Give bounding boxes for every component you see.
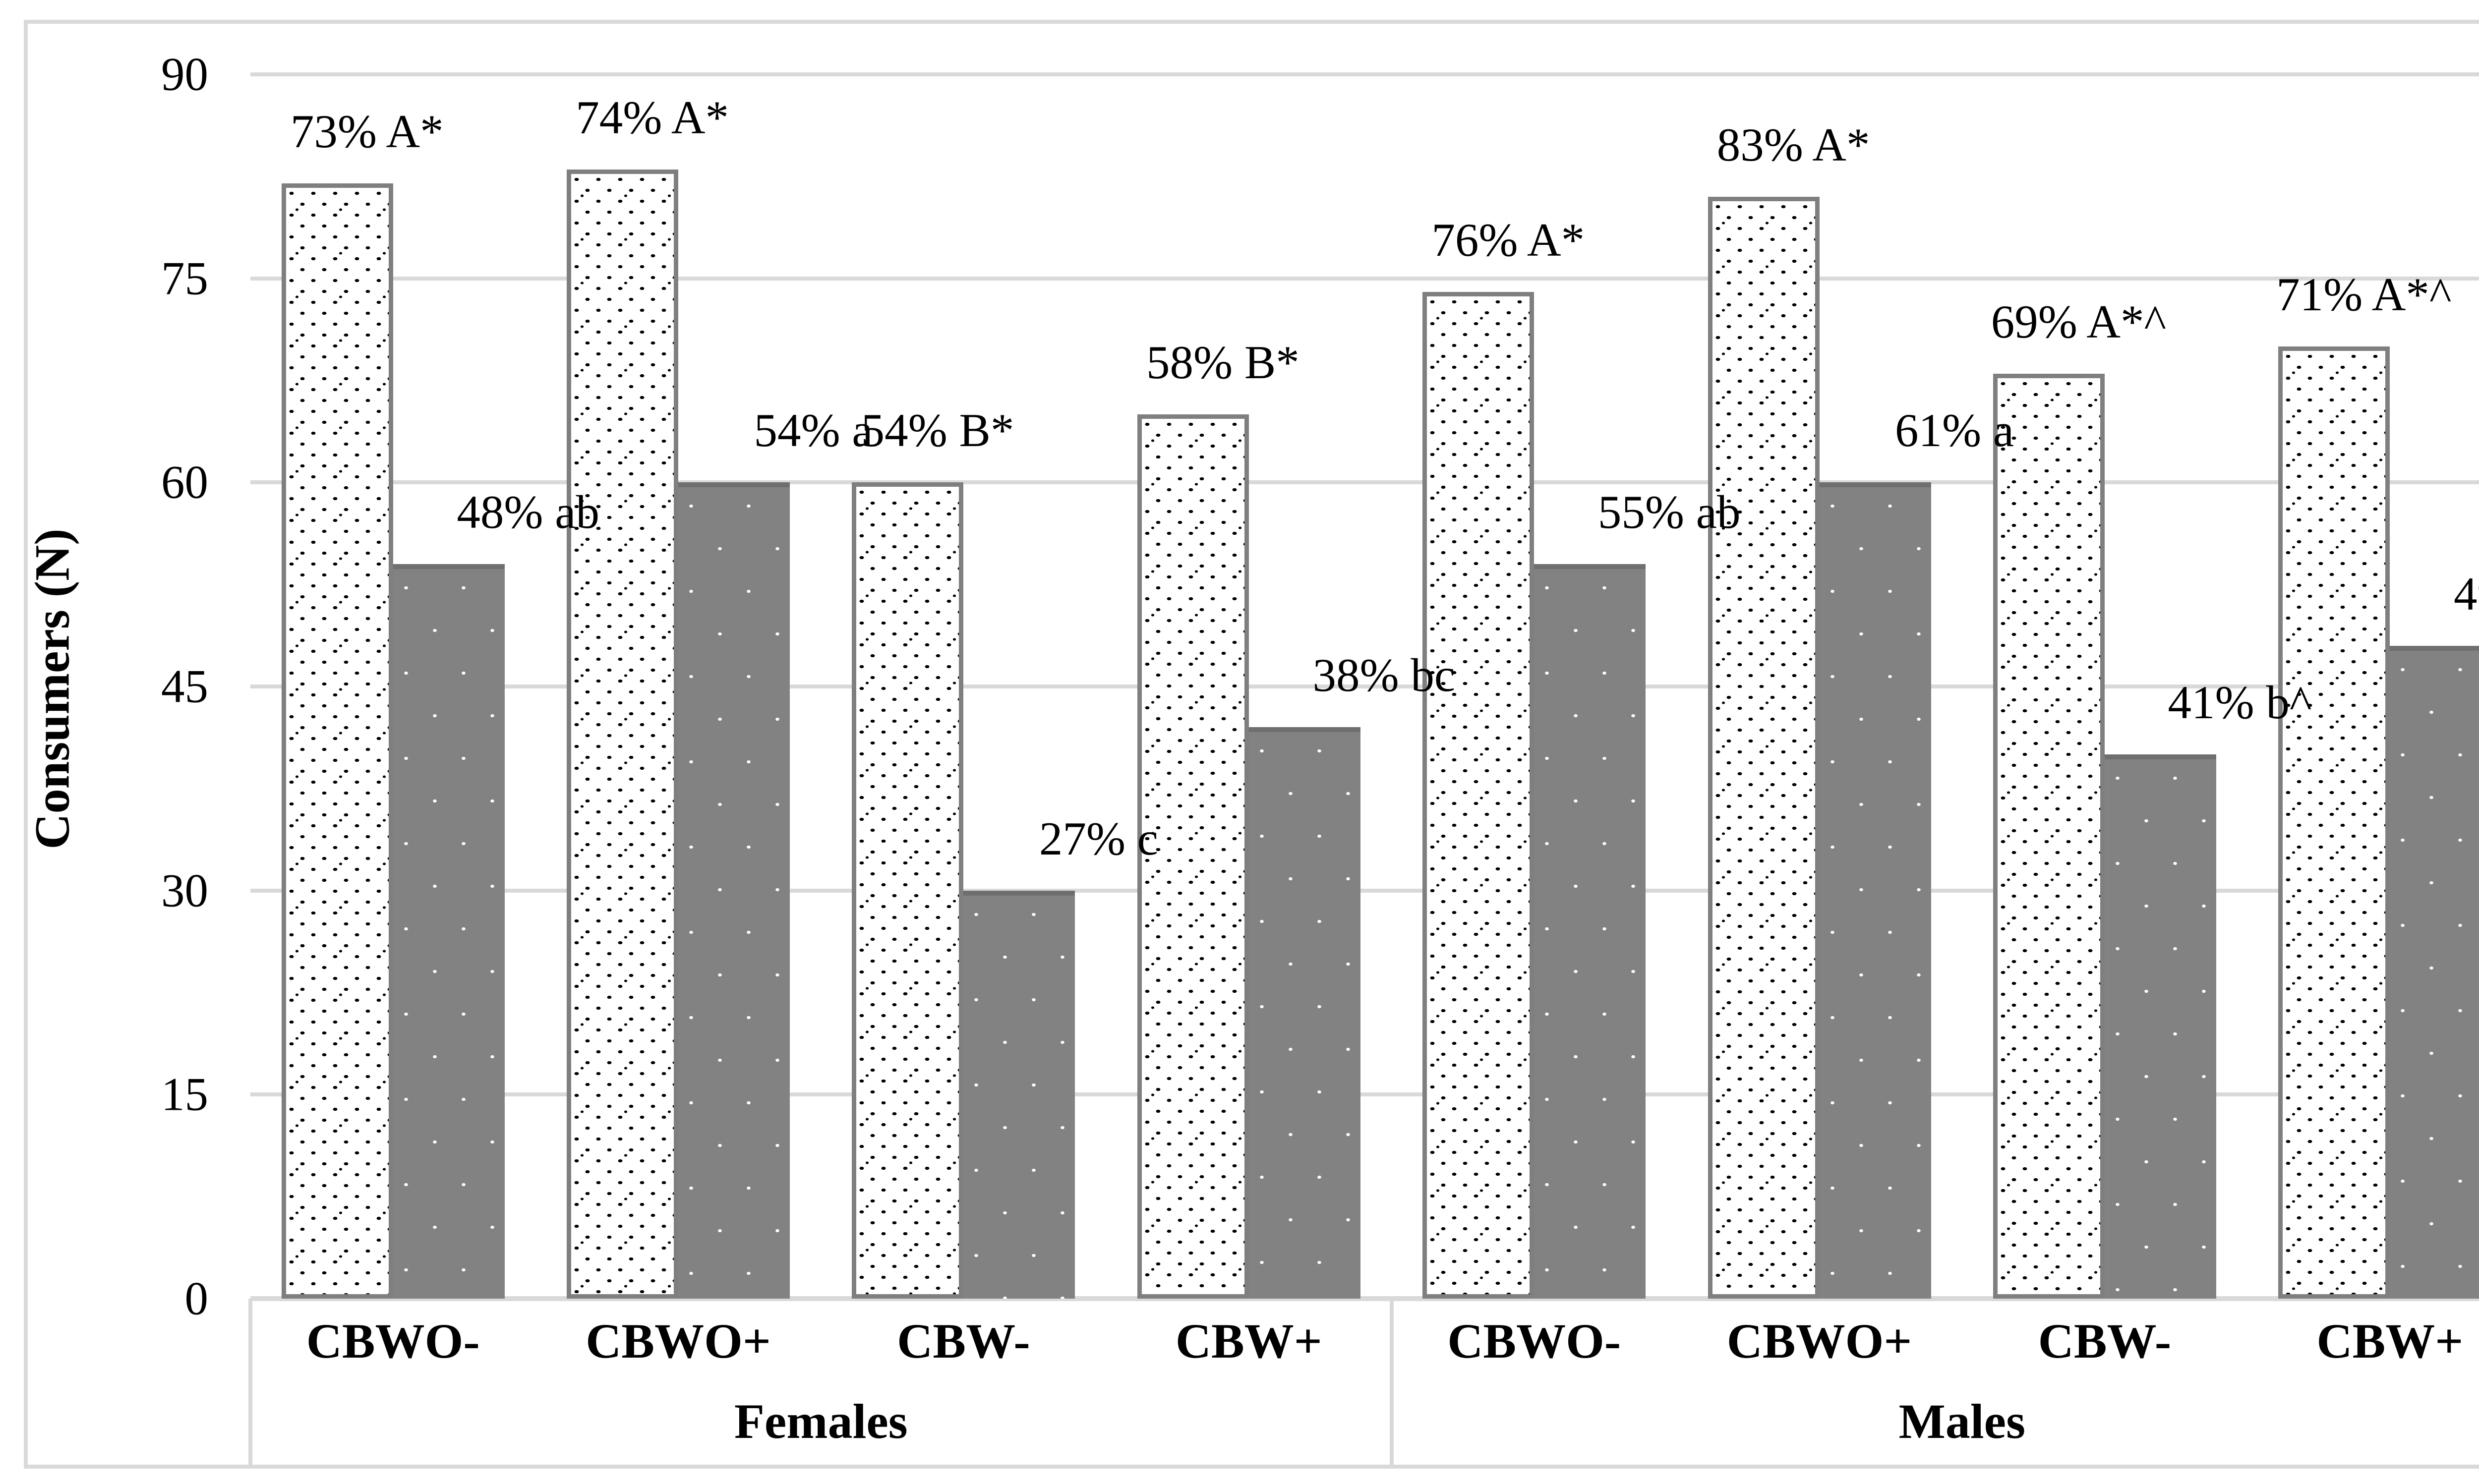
gridline-90 [250, 72, 2479, 76]
group-label-males: Males [1898, 1394, 2025, 1449]
y-tick-label-45: 45 [161, 660, 208, 713]
pi-bar-4 [1534, 564, 1646, 1299]
pi-bar-3 [1248, 727, 1360, 1299]
y-tick-label-75: 75 [161, 252, 208, 305]
y-tick-label-30: 30 [161, 864, 208, 917]
y-tick-label-90: 90 [161, 48, 208, 101]
ci-bar-1 [567, 170, 679, 1299]
pi-data-label-6: 41% b^ [2168, 676, 2312, 729]
pi-data-label-2: 27% c [1039, 812, 1158, 865]
ci-data-label-6: 69% A*^ [1991, 295, 2167, 348]
ci-bar-4 [1422, 292, 1535, 1299]
pi-data-label-7: 49% ab [2454, 567, 2479, 620]
pi-bar-7 [2390, 645, 2479, 1299]
gridline-30 [250, 888, 2479, 893]
group-label-females: Females [734, 1394, 908, 1449]
category-label-2: CBW- [897, 1313, 1030, 1369]
ci-bar-7 [2278, 346, 2390, 1299]
pi-data-label-0: 48% ab [457, 486, 599, 538]
y-tick-label-15: 15 [161, 1068, 208, 1121]
pi-bar-0 [393, 564, 505, 1299]
pi-data-label-1: 54% a [754, 404, 873, 457]
ci-data-label-2: 54% B* [861, 404, 1014, 457]
pi-data-label-3: 38% bc [1312, 649, 1456, 702]
x-axis-line [250, 1296, 2479, 1301]
pi-bar-6 [2104, 754, 2216, 1299]
category-axis-separator-1 [1389, 1299, 1394, 1465]
pi-bar-5 [1819, 482, 1931, 1299]
category-label-1: CBWO+ [586, 1313, 771, 1369]
category-label-3: CBW+ [1175, 1313, 1322, 1369]
y-tick-label-0: 0 [184, 1272, 209, 1325]
gridline-75 [250, 276, 2479, 281]
ci-bar-6 [1993, 373, 2105, 1299]
category-label-6: CBW- [2038, 1313, 2172, 1369]
gridline-45 [250, 685, 2479, 688]
ci-data-label-0: 73% A* [290, 105, 444, 158]
ci-data-label-4: 76% A* [1431, 214, 1585, 267]
ci-bar-5 [1708, 197, 1820, 1299]
ci-bar-0 [281, 183, 393, 1299]
category-label-0: CBWO- [306, 1313, 480, 1369]
pi-bar-2 [963, 890, 1075, 1299]
category-axis-separator-0 [248, 1299, 252, 1465]
ci-bar-3 [1137, 414, 1249, 1299]
ci-data-label-5: 83% A* [1716, 118, 1870, 171]
pi-bar-1 [678, 482, 790, 1299]
ci-data-label-3: 58% B* [1146, 336, 1299, 389]
pi-data-label-4: 55% ab [1597, 486, 1741, 538]
ci-bar-2 [852, 482, 964, 1299]
gridline-60 [250, 480, 2479, 485]
y-tick-label-60: 60 [161, 456, 208, 509]
gridline-15 [250, 1092, 2479, 1097]
category-label-4: CBWO- [1447, 1313, 1621, 1369]
pi-data-label-5: 61% a [1895, 404, 2014, 457]
ci-data-label-1: 74% A* [576, 91, 729, 144]
category-label-5: CBWO+ [1726, 1313, 1912, 1369]
ci-data-label-7: 71% A*^ [2276, 268, 2452, 321]
category-label-7: CBW+ [2316, 1313, 2464, 1369]
